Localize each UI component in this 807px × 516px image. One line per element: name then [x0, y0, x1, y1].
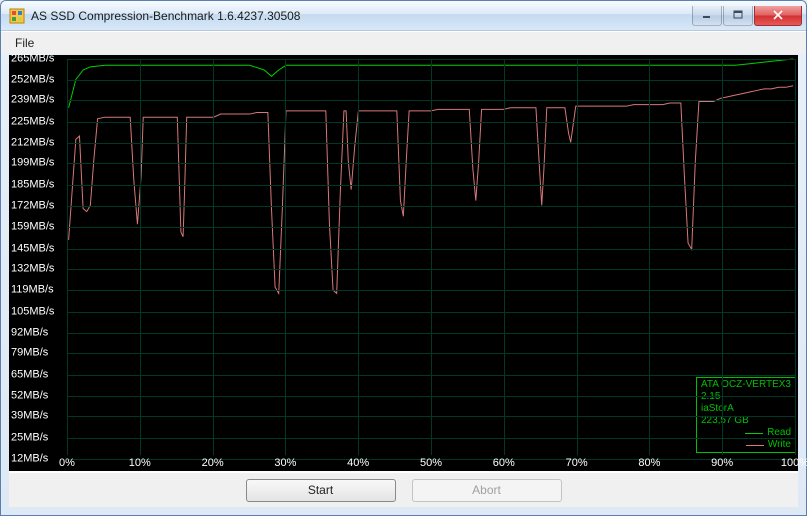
gridline-v — [795, 59, 796, 455]
client-area: ATA OCZ-VERTEX32.15iaStorA223,57 GBReadW… — [9, 55, 798, 507]
gridline-v — [504, 59, 505, 455]
legend-info-line: 2.15 — [701, 391, 791, 403]
x-axis-label: 20% — [202, 458, 224, 469]
abort-button: Abort — [412, 479, 562, 502]
x-axis-label: 60% — [493, 458, 515, 469]
y-axis-label: 185MB/s — [11, 180, 54, 191]
button-row: Start Abort — [9, 473, 798, 507]
y-axis-label: 39MB/s — [11, 411, 48, 422]
x-axis-label: 100% — [781, 458, 807, 469]
y-axis-label: 65MB/s — [11, 370, 48, 381]
legend-swatch — [746, 445, 764, 446]
legend-info-line: iaStorA — [701, 403, 791, 415]
y-axis-label: 159MB/s — [11, 221, 54, 232]
y-axis-label: 12MB/s — [11, 454, 48, 465]
gridline-v — [358, 59, 359, 455]
gridline-v — [577, 59, 578, 455]
y-axis-label: 225MB/s — [11, 117, 54, 128]
y-axis-label: 92MB/s — [11, 327, 48, 338]
legend-label: Read — [767, 427, 791, 439]
y-axis-label: 252MB/s — [11, 74, 54, 85]
legend-swatch — [745, 433, 763, 434]
x-axis-label: 30% — [274, 458, 296, 469]
titlebar[interactable]: AS SSD Compression-Benchmark 1.6.4237.30… — [1, 1, 806, 31]
maximize-button[interactable] — [723, 6, 753, 26]
y-axis-label: 132MB/s — [11, 264, 54, 275]
gridline-v — [140, 59, 141, 455]
minimize-button[interactable] — [692, 6, 722, 26]
legend-box: ATA OCZ-VERTEX32.15iaStorA223,57 GBReadW… — [696, 377, 796, 453]
y-axis-label: 79MB/s — [11, 348, 48, 359]
x-axis-label: 50% — [420, 458, 442, 469]
y-axis-label: 119MB/s — [11, 284, 54, 295]
chart-area: ATA OCZ-VERTEX32.15iaStorA223,57 GBReadW… — [9, 55, 798, 471]
window-buttons — [692, 6, 802, 26]
gridline-v — [649, 59, 650, 455]
y-axis-label: 25MB/s — [11, 433, 48, 444]
y-axis-label: 239MB/s — [11, 95, 54, 106]
x-axis-label: 40% — [347, 458, 369, 469]
start-button[interactable]: Start — [246, 479, 396, 502]
gridline-v — [431, 59, 432, 455]
menu-file[interactable]: File — [7, 34, 42, 52]
app-window: AS SSD Compression-Benchmark 1.6.4237.30… — [0, 0, 807, 516]
y-axis-label: 172MB/s — [11, 201, 54, 212]
chart-plot — [9, 55, 798, 471]
legend-info-line: ATA OCZ-VERTEX3 — [701, 379, 791, 391]
x-axis-label: 10% — [129, 458, 151, 469]
window-title: AS SSD Compression-Benchmark 1.6.4237.30… — [31, 9, 692, 23]
gridline-v — [285, 59, 286, 455]
x-axis-label: 90% — [711, 458, 733, 469]
y-axis-label: 212MB/s — [11, 137, 54, 148]
menubar: File — [1, 31, 806, 53]
y-axis-label: 52MB/s — [11, 390, 48, 401]
gridline-v — [722, 59, 723, 455]
legend-label: Write — [768, 439, 791, 451]
x-axis-label: 70% — [566, 458, 588, 469]
gridline-v — [67, 59, 68, 455]
y-axis-label: 265MB/s — [11, 54, 54, 65]
legend-item: Write — [701, 439, 791, 451]
x-axis-label: 0% — [59, 458, 75, 469]
x-axis-label: 80% — [638, 458, 660, 469]
y-axis-label: 145MB/s — [11, 243, 54, 254]
app-icon — [9, 8, 25, 24]
close-button[interactable] — [754, 6, 802, 26]
gridline-v — [213, 59, 214, 455]
y-axis-label: 105MB/s — [11, 306, 54, 317]
y-axis-label: 199MB/s — [11, 158, 54, 169]
legend-item: Read — [701, 427, 791, 439]
